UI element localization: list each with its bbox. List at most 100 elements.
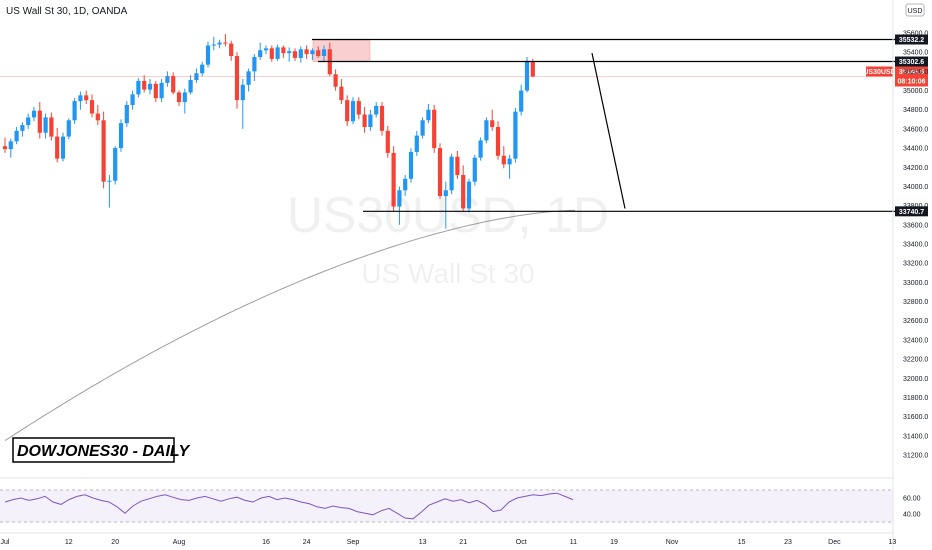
candle-body	[298, 49, 303, 58]
rsi-tick-label: 60.00	[903, 496, 921, 503]
watermark-symbol: US30USD, 1D	[287, 187, 609, 243]
candle-body	[89, 100, 95, 114]
price-tick-label: 33000.0	[903, 280, 928, 287]
candle-body	[37, 110, 42, 133]
price-tick-label: 33600.0	[903, 222, 928, 229]
candle-body	[321, 49, 327, 57]
candle-body	[426, 109, 431, 121]
time-axis-ticks: Jul 12 20 Aug 16 24 Sep 13 21 Oct 11 19 Nov 15 23 Dec 13	[1, 539, 897, 546]
candle-body	[414, 135, 419, 152]
time-tick-label: Sep	[347, 539, 360, 546]
candle-body	[304, 49, 309, 55]
sma-path	[4, 209, 576, 442]
level-tag-text: 35532.2	[899, 37, 924, 44]
current-price-tag	[895, 66, 928, 87]
candle-body	[211, 44, 216, 46]
annotation-box[interactable]	[12, 437, 175, 463]
candle-body	[95, 113, 100, 121]
candle-body	[229, 43, 234, 57]
candle-body	[403, 178, 408, 191]
price-tick-label: 32400.0	[903, 337, 928, 344]
price-tick-label: 35400.0	[903, 50, 928, 57]
time-tick-label: 24	[303, 539, 311, 546]
candle-body	[292, 51, 298, 58]
candle-body	[26, 117, 31, 126]
projection-line[interactable]	[591, 53, 626, 209]
candle-body	[490, 120, 495, 127]
price-tick-label: 31800.0	[903, 395, 928, 402]
candle-body	[391, 152, 396, 207]
rsi-tick-label: 40.00	[903, 512, 921, 519]
candle-body	[240, 84, 245, 101]
rsi-pane: 60.00 40.00	[0, 477, 921, 523]
currency-badge[interactable]	[905, 3, 925, 17]
candle-body	[495, 126, 501, 156]
candle-body	[333, 74, 338, 87]
price-tick-label: 32200.0	[903, 357, 928, 364]
candle-body	[437, 148, 443, 197]
candle-body	[501, 155, 506, 165]
projection-segment	[591, 53, 626, 209]
time-tick-label: 23	[784, 539, 792, 546]
candle-body	[8, 141, 13, 150]
candle-body	[362, 114, 367, 127]
candle-body	[124, 104, 129, 124]
candle-body	[385, 130, 390, 153]
candle-body	[275, 47, 280, 59]
candle-body	[513, 111, 518, 159]
time-tick-label: 21	[459, 539, 467, 546]
rsi-line	[4, 492, 574, 520]
currency-label: USD	[908, 8, 923, 15]
candle-body	[258, 50, 263, 57]
price-tick-label: 33400.0	[903, 242, 928, 249]
time-tick-label: 15	[738, 539, 746, 546]
price-tick-label: 31600.0	[903, 414, 928, 421]
time-tick-label: Oct	[516, 539, 527, 546]
price-tick-label: 35200.0	[903, 69, 928, 76]
price-tick-label: 34600.0	[903, 126, 928, 133]
candle-body	[530, 61, 535, 77]
candle-body	[269, 48, 274, 59]
level-lines[interactable]: 35532.2 35302.6 33740.7 US30USD 35146.5 08:10…	[312, 34, 928, 217]
candle-body	[408, 151, 414, 179]
price-tick-label: 34000.0	[903, 184, 928, 191]
candle-body	[281, 47, 286, 54]
price-axis-ticks: 31200.0 31400.0 31600.0 31800.0 32000.0 32200…	[903, 31, 928, 460]
price-tick-label: 32000.0	[903, 376, 928, 383]
candle-body	[153, 83, 158, 99]
price-tick-label: 33200.0	[903, 261, 928, 268]
candle-body	[14, 130, 19, 142]
candle-body	[43, 117, 48, 133]
candle-body	[356, 101, 361, 115]
candle-body	[310, 50, 315, 55]
candle-body	[223, 42, 228, 44]
candle-body	[182, 92, 187, 103]
candle-body	[171, 76, 176, 93]
level-tag-text: 33740.7	[899, 209, 924, 216]
chart-title: US Wall St 30, 1D, OANDA	[6, 6, 128, 17]
candle-body	[478, 140, 483, 158]
candle-body	[55, 136, 60, 159]
candle-body	[84, 95, 89, 101]
time-tick-label: Nov	[666, 539, 679, 546]
candle-body	[136, 80, 141, 95]
candle-body	[188, 79, 193, 93]
candle-body	[113, 148, 118, 181]
price-tick-label: 35600.0	[903, 31, 928, 38]
symbol-tag	[866, 66, 893, 77]
candle-body	[31, 110, 37, 118]
candle-body	[374, 105, 379, 115]
price-tick-label: 32800.0	[903, 299, 928, 306]
candle-body	[101, 120, 106, 182]
time-tick-label: Aug	[173, 539, 186, 546]
candles	[0, 33, 893, 229]
candle-body	[176, 92, 182, 103]
candle-body	[107, 180, 112, 182]
candle-body	[379, 105, 385, 131]
price-tick-label: 33800.0	[903, 203, 928, 210]
candle-body	[78, 95, 83, 102]
candle-body	[472, 157, 477, 182]
price-tick-label: 34800.0	[903, 107, 928, 114]
candle-body	[455, 156, 460, 175]
